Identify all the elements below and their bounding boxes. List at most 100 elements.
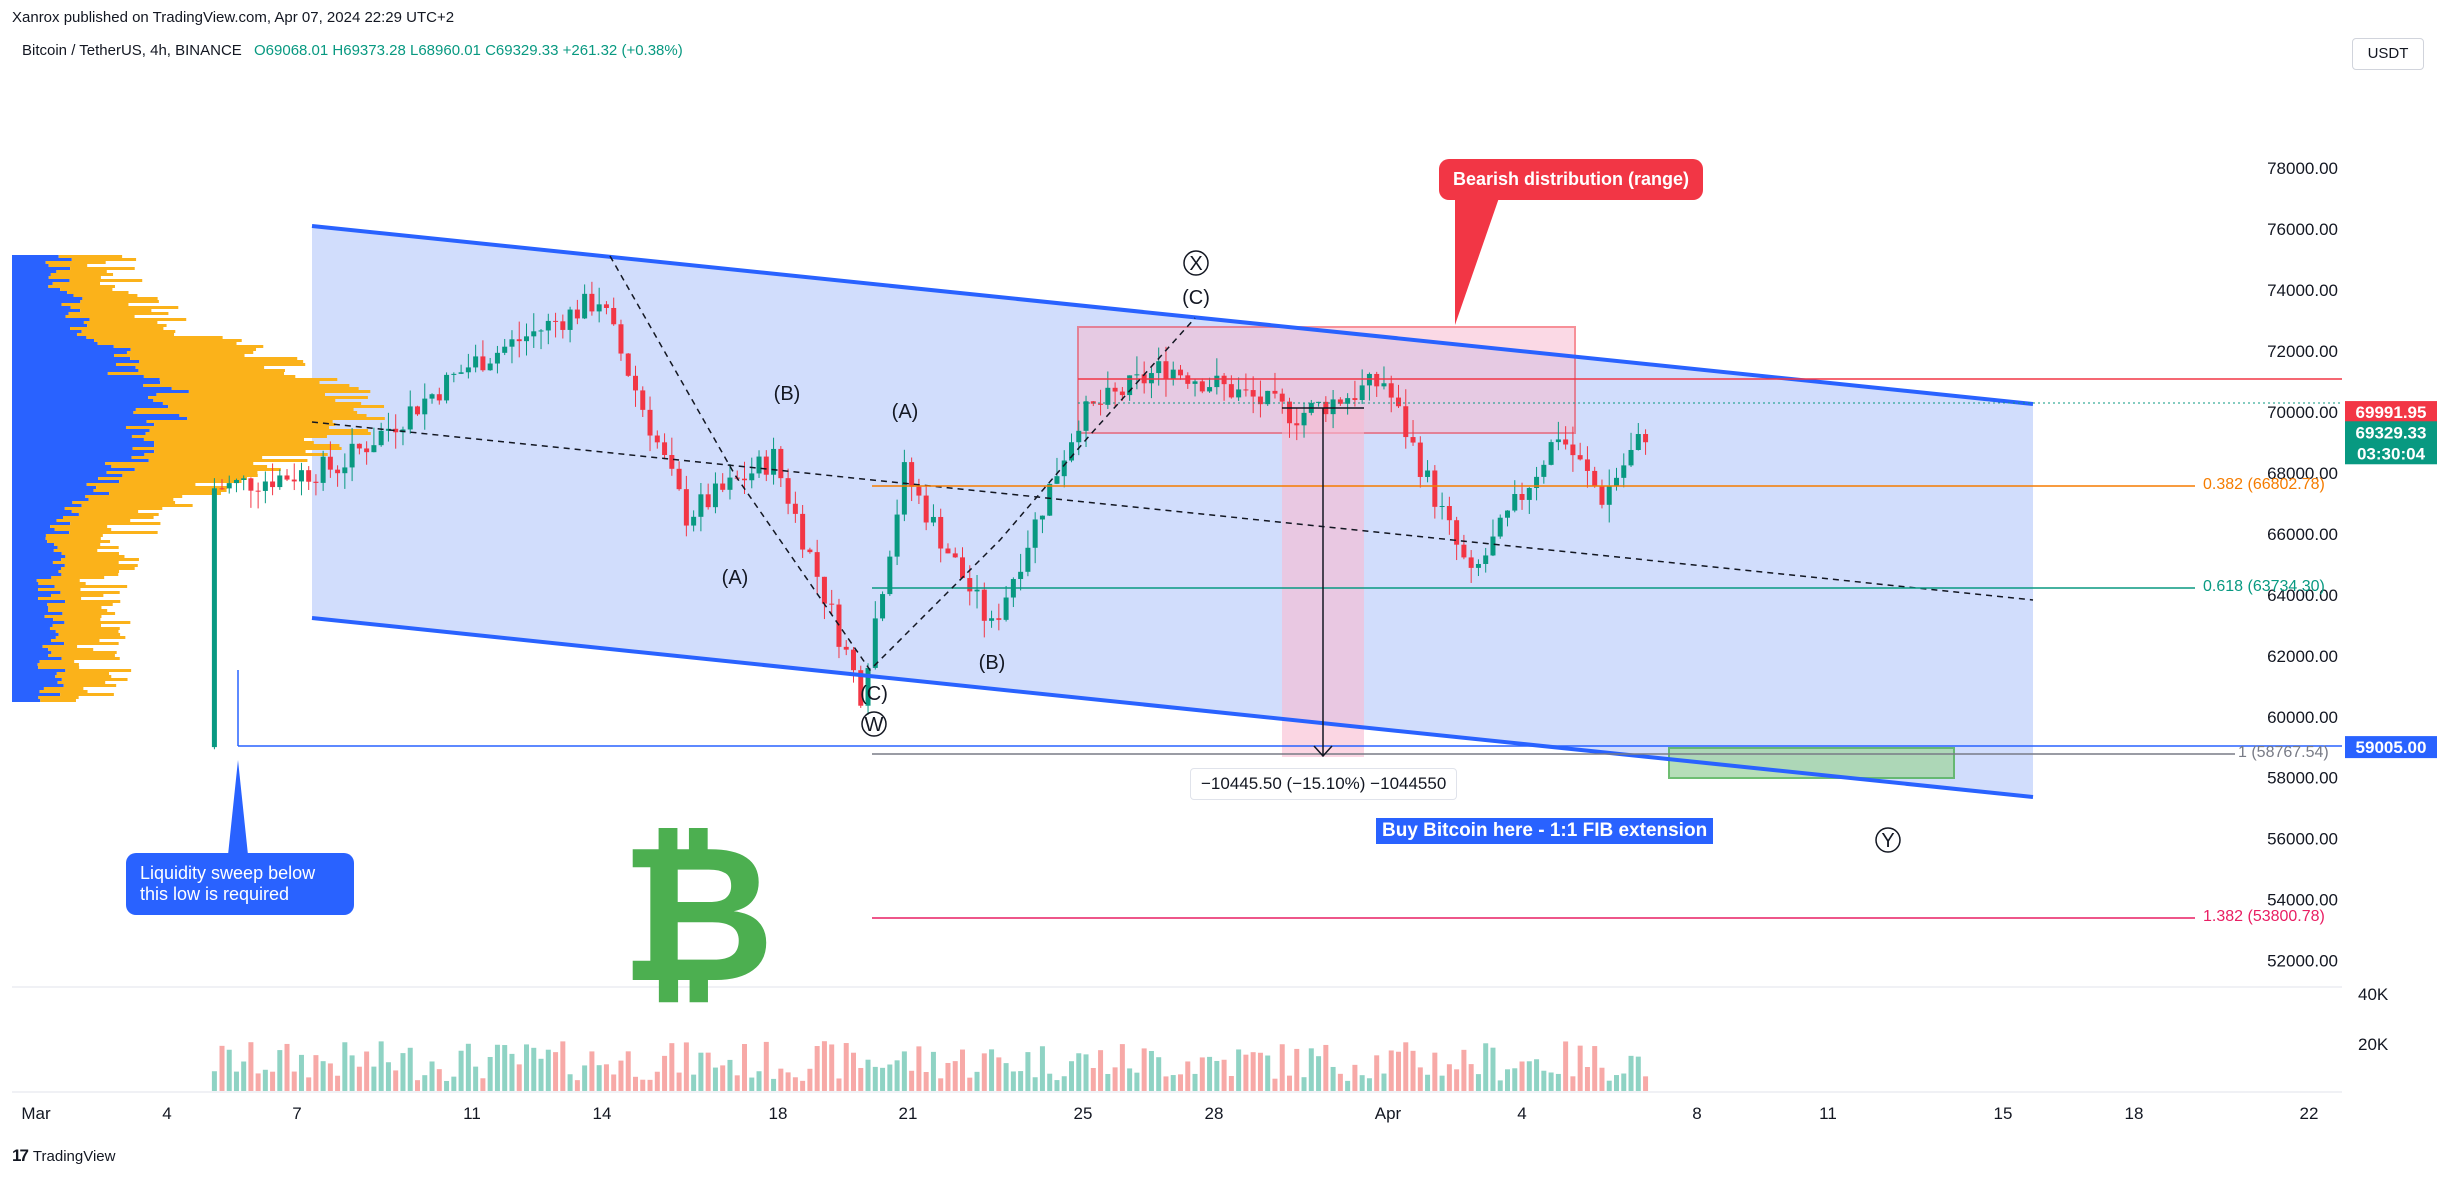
volume-bar	[1599, 1067, 1605, 1091]
volume-profile-bar-down	[12, 513, 79, 516]
symbol-legend[interactable]: Bitcoin / TetherUS, 4h, BINANCE O69068.0…	[22, 42, 683, 59]
fib-1-label[interactable]: 1 (58767.54)	[2238, 744, 2329, 761]
candle-body	[807, 549, 813, 553]
volume-profile-bar-up	[38, 696, 79, 699]
descending-channel-fill	[312, 226, 2033, 797]
candle-body	[1076, 430, 1082, 443]
symbol-name[interactable]: Bitcoin / TetherUS, 4h, BINANCE	[22, 42, 242, 59]
volume-bar	[538, 1058, 544, 1091]
volume-profile-bar-down	[12, 588, 39, 591]
volume-bar	[582, 1065, 588, 1091]
time-axis[interactable]: Mar 4 7 11 14 18 21 25 28 Apr 4 8 11 15 18 22	[21, 1104, 2318, 1123]
volume-profile-bar-down	[12, 333, 77, 336]
volume-bar	[524, 1044, 529, 1091]
wave-b-lower-label: (B)	[979, 652, 1006, 674]
volume-bar	[930, 1051, 936, 1091]
candle-body	[974, 589, 980, 592]
volume-profile-bar-down	[12, 504, 82, 507]
volume-bar	[349, 1055, 355, 1091]
candle-body	[1119, 391, 1125, 396]
volume-profile-bar-down	[12, 675, 56, 678]
candle-body	[1548, 442, 1554, 465]
candle-body	[1599, 485, 1605, 505]
volume-bar	[785, 1072, 791, 1091]
volume-bar	[1359, 1075, 1365, 1091]
volume-profile-bar-down	[12, 438, 144, 441]
measure-label: −10445.50 (−15.10%) −1044550	[1190, 768, 1458, 800]
price-tick-8: 62000.00	[2267, 647, 2338, 666]
volume-profile-bar-up	[65, 669, 132, 672]
volume-profile-bar-up	[86, 336, 223, 339]
volume-profile-bar-up	[56, 672, 110, 675]
channel-upper-line[interactable]	[311, 224, 2034, 406]
volume-profile-bar-down	[12, 501, 73, 504]
fib-1382-label[interactable]: 1.382 (53800.78)	[2203, 908, 2325, 925]
volume-profile-bar-down	[12, 396, 149, 399]
volume-bar	[611, 1074, 617, 1091]
candle-body	[422, 398, 428, 415]
volume-profile-bar-down	[12, 267, 71, 270]
volume-profile-bar-down	[12, 408, 136, 411]
volume-bar	[429, 1061, 435, 1091]
bearish-callout[interactable]: Bearish distribution (range)	[1439, 159, 1704, 200]
volume-bar	[306, 1077, 312, 1091]
volume-bar	[1345, 1080, 1351, 1091]
currency-button[interactable]: USDT	[2352, 38, 2424, 70]
candle-body	[625, 353, 631, 376]
volume-bar	[1519, 1061, 1525, 1091]
volume-profile-bar-up	[48, 654, 115, 657]
buy-label[interactable]: Buy Bitcoin here - 1:1 FIB extension	[1376, 818, 1714, 844]
liquidity-callout[interactable]: Liquidity sweep below this low is requir…	[126, 853, 354, 915]
volume-profile-bar-down	[12, 555, 66, 558]
tradingview-footer[interactable]: 17 TradingView	[12, 1146, 115, 1166]
volume-profile-bar-down	[12, 648, 49, 651]
volume-profile-bar-down	[12, 597, 39, 600]
volume-profile-bar-up	[70, 522, 161, 525]
volume-profile-bar-down	[12, 534, 46, 537]
price-axis[interactable]: 78000.00 76000.00 74000.00 72000.00 70000.00…	[2267, 159, 2338, 971]
volume-bar	[1534, 1059, 1540, 1091]
volume-profile-bar-down	[12, 660, 40, 663]
fib-0382-label[interactable]: 0.382 (66802.78)	[2203, 476, 2325, 493]
volume-profile-bar-up	[61, 573, 119, 576]
volume-bar	[1156, 1057, 1162, 1091]
volume-profile-bar-up	[156, 393, 326, 396]
volume-profile-bar-up	[53, 618, 101, 621]
volume-profile-bar-up	[115, 363, 306, 366]
volume-bar	[974, 1071, 980, 1091]
candle-body	[1257, 396, 1263, 405]
volume-bar	[989, 1049, 995, 1091]
volume-profile-bar-up	[45, 261, 106, 264]
volume-profile-bar-up	[143, 375, 296, 378]
volume-profile-bar-down	[12, 300, 81, 303]
volume-profile-bar-down	[12, 393, 157, 396]
volume-profile-bar-up	[50, 525, 108, 528]
volume-profile-bar-up	[69, 531, 158, 534]
volume-profile-bar-down	[12, 432, 146, 435]
candle-body	[901, 462, 907, 515]
volume-bar	[1105, 1073, 1111, 1091]
candle-body	[291, 479, 297, 482]
volume-bar	[560, 1041, 566, 1091]
fib-0618-label[interactable]: 0.618 (63734.30)	[2203, 578, 2325, 595]
candle-body	[1403, 406, 1409, 438]
wave-a-upper-label: (A)	[892, 401, 919, 423]
volume-profile-bar-down	[12, 456, 132, 459]
volume-profile-bar-down	[12, 264, 49, 267]
volume-bar	[385, 1062, 391, 1091]
candle-body	[1236, 389, 1242, 398]
volume-profile-bar-up	[38, 597, 82, 600]
price-tick-5: 68000.00	[2267, 464, 2338, 483]
candle-body	[851, 649, 856, 671]
candle-body	[1330, 399, 1336, 415]
candle-body	[378, 430, 384, 446]
wave-b-upper-label: (B)	[774, 383, 801, 405]
candle-body	[1555, 439, 1561, 443]
channel-lower-line[interactable]	[311, 616, 2034, 799]
volume-profile-bar-down	[12, 372, 108, 375]
volume-profile-bar-down	[12, 687, 44, 690]
volume-bar	[851, 1052, 856, 1091]
time-tick-2: 7	[292, 1104, 301, 1123]
volume-profile-bar-up	[105, 462, 254, 465]
